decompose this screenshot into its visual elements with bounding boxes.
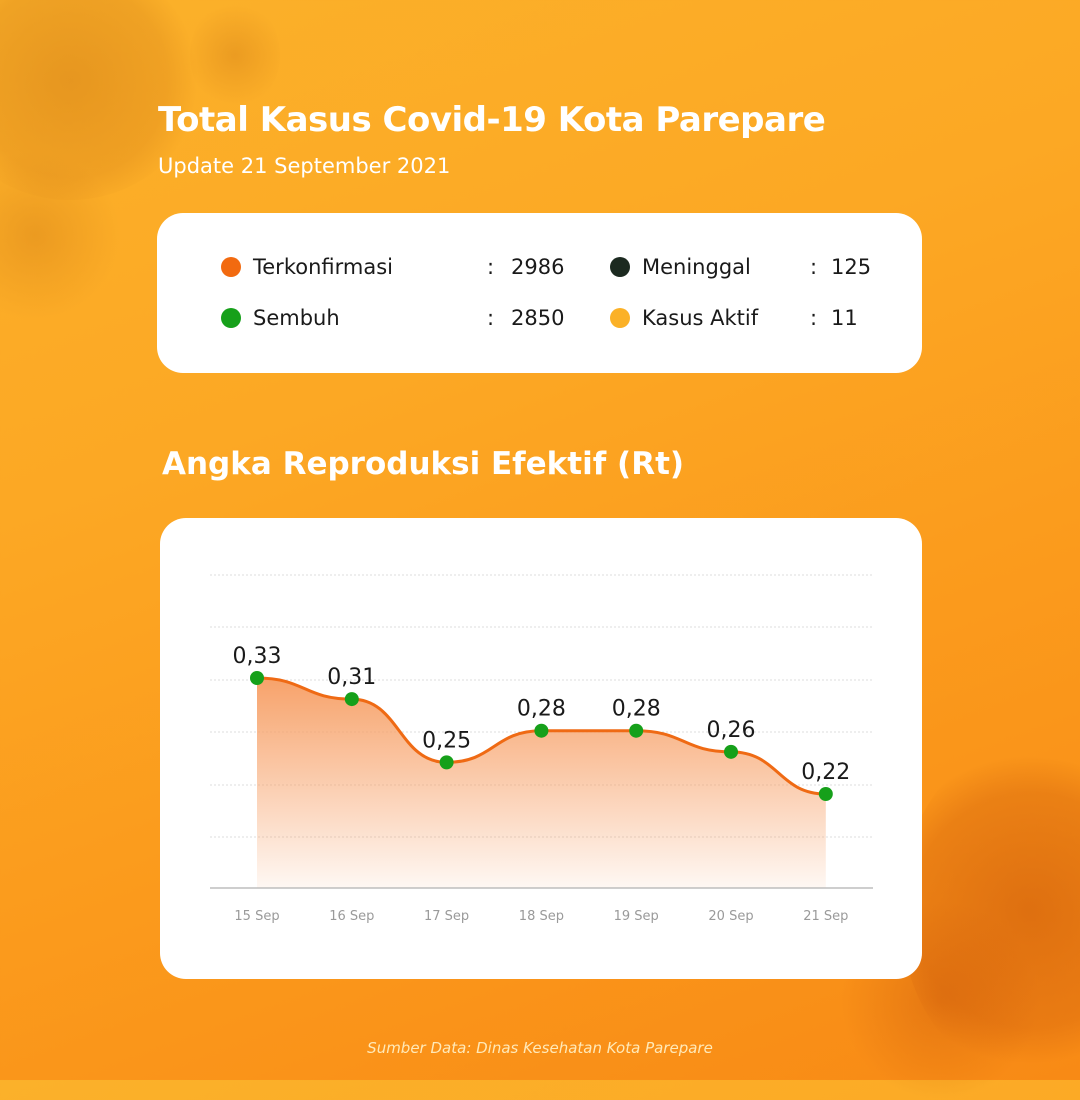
chart-card: 0,33 15 Sep 0,31 16 Sep 0,25 17 Sep 0,28 18 Sep… [160, 518, 922, 979]
stat-label: Sembuh [253, 306, 340, 330]
x-axis-label: 20 Sep [708, 909, 753, 924]
stat-separator: : [487, 306, 495, 330]
data-label: 0,28 [612, 697, 661, 722]
data-point-marker [534, 723, 549, 738]
page-title: Total Kasus Covid-19 Kota Parepare [158, 100, 826, 140]
data-label: 0,26 [707, 718, 756, 743]
data-point-marker [250, 671, 264, 685]
stat-separator: : [810, 255, 818, 279]
deaths-dot-icon [610, 257, 630, 277]
data-label: 0,25 [422, 728, 471, 753]
recovered-dot-icon [221, 308, 241, 328]
stat-recovered: Sembuh : 2850 [221, 306, 564, 330]
stat-separator: : [487, 255, 495, 279]
x-axis-label: 17 Sep [424, 909, 469, 924]
data-label: 0,28 [517, 697, 566, 722]
data-point-marker [629, 723, 644, 738]
data-label: 0,33 [233, 644, 282, 669]
x-axis-label: 15 Sep [234, 909, 279, 924]
x-axis-label: 21 Sep [803, 909, 848, 924]
data-point-marker [439, 755, 454, 770]
x-axis-label: 19 Sep [614, 909, 659, 924]
stat-value: 11 [831, 306, 858, 330]
stats-card: Terkonfirmasi : 2986 Sembuh : 2850 Menin… [157, 213, 922, 373]
stat-value: 125 [831, 255, 872, 279]
data-point-marker [344, 692, 359, 707]
chart-area [257, 678, 826, 888]
stat-label: Terkonfirmasi [253, 255, 393, 279]
data-point-marker [724, 744, 738, 759]
stat-label: Meninggal [642, 255, 751, 279]
stat-value: 2850 [511, 306, 565, 330]
x-axis-label: 18 Sep [519, 909, 564, 924]
x-axis-label: 16 Sep [329, 909, 374, 924]
virus-decoration [190, 0, 280, 110]
stat-deaths: Meninggal : 125 [610, 255, 871, 279]
chart-title: Angka Reproduksi Efektif (Rt) [162, 446, 685, 482]
stat-value: 2986 [511, 255, 565, 279]
stat-active: Kasus Aktif : 11 [610, 306, 858, 330]
stat-label: Kasus Aktif [642, 306, 759, 330]
data-label: 0,31 [327, 665, 376, 690]
stat-confirmed: Terkonfirmasi : 2986 [221, 255, 564, 279]
update-date: Update 21 September 2021 [158, 154, 451, 178]
data-point-marker [818, 787, 833, 801]
stat-separator: : [810, 306, 818, 330]
rt-area-chart: 0,33 15 Sep 0,31 16 Sep 0,25 17 Sep 0,28 18 Sep… [210, 574, 873, 924]
data-label: 0,22 [801, 760, 850, 785]
active-dot-icon [610, 308, 630, 328]
confirmed-dot-icon [221, 257, 241, 277]
data-source: Sumber Data: Dinas Kesehatan Kota Parepa… [367, 1039, 713, 1057]
